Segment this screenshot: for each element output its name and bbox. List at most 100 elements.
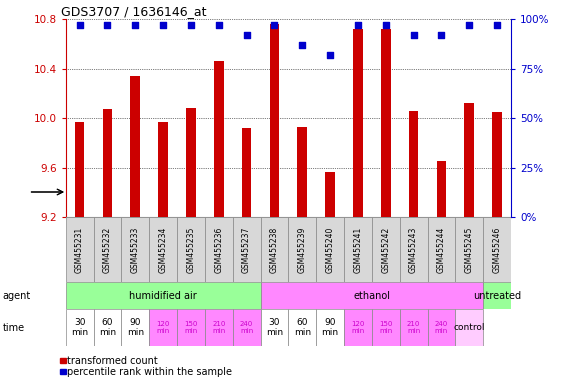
Bar (344, 309, 372, 346)
Point (131, 22, 140, 28)
Bar (75, 122, 85, 217)
Text: time: time (3, 323, 25, 333)
Bar (122, 309, 149, 346)
Text: GSM455239: GSM455239 (297, 227, 307, 273)
Bar (353, 29, 363, 217)
Bar (316, 217, 344, 282)
Bar (400, 309, 428, 346)
Text: 240
min: 240 min (435, 321, 448, 334)
Bar (288, 309, 316, 346)
Point (409, 32, 418, 38)
Bar (214, 61, 224, 217)
Text: GSM455237: GSM455237 (242, 227, 251, 273)
Text: 210
min: 210 min (407, 321, 420, 334)
Bar (288, 217, 316, 282)
Point (437, 32, 446, 38)
Text: 60
min: 60 min (293, 318, 311, 337)
Point (103, 22, 112, 28)
Bar (122, 217, 149, 282)
Bar (381, 29, 391, 217)
Bar (260, 282, 483, 309)
Bar (409, 111, 419, 217)
Text: 30
min: 30 min (71, 318, 88, 337)
Text: GSM455245: GSM455245 (465, 227, 474, 273)
Point (325, 52, 335, 58)
Text: 150
min: 150 min (184, 321, 198, 334)
Text: 90
min: 90 min (321, 318, 339, 337)
Text: GSM455232: GSM455232 (103, 227, 112, 273)
Text: GSM455235: GSM455235 (186, 227, 195, 273)
Bar (372, 217, 400, 282)
Bar (372, 309, 400, 346)
Text: 210
min: 210 min (212, 321, 226, 334)
Text: 60
min: 60 min (99, 318, 116, 337)
Text: GSM455246: GSM455246 (493, 227, 502, 273)
Text: GSM455244: GSM455244 (437, 227, 446, 273)
Point (242, 32, 251, 38)
Bar (177, 309, 205, 346)
Bar (483, 282, 511, 309)
Bar (205, 217, 233, 282)
Bar (158, 122, 168, 217)
Point (186, 22, 195, 28)
Bar (316, 309, 344, 346)
Text: GSM455242: GSM455242 (381, 227, 391, 273)
Point (75, 22, 84, 28)
Bar (483, 217, 511, 282)
Point (159, 22, 168, 28)
Point (353, 22, 363, 28)
Bar (456, 217, 483, 282)
Bar (149, 309, 177, 346)
Text: 30
min: 30 min (266, 318, 283, 337)
Text: 240
min: 240 min (240, 321, 253, 334)
Bar (94, 309, 122, 346)
Text: GSM455236: GSM455236 (214, 227, 223, 273)
Point (493, 22, 502, 28)
Text: GSM455234: GSM455234 (159, 227, 168, 273)
Bar (437, 161, 447, 217)
Text: GSM455238: GSM455238 (270, 227, 279, 273)
Bar (66, 309, 94, 346)
Bar (94, 217, 122, 282)
Point (465, 22, 474, 28)
Point (297, 42, 307, 48)
Bar (270, 24, 279, 217)
Bar (177, 217, 205, 282)
Text: 90
min: 90 min (127, 318, 144, 337)
Bar (456, 309, 483, 346)
Text: untreated: untreated (473, 291, 521, 301)
Text: 120
min: 120 min (156, 321, 170, 334)
Bar (233, 217, 260, 282)
Bar (242, 128, 251, 217)
Text: 120
min: 120 min (351, 321, 365, 334)
Bar (428, 217, 456, 282)
Text: GSM455233: GSM455233 (131, 227, 140, 273)
Text: control: control (453, 323, 485, 332)
Point (270, 22, 279, 28)
Point (381, 22, 391, 28)
Bar (66, 217, 94, 282)
Bar (149, 217, 177, 282)
Text: percentile rank within the sample: percentile rank within the sample (67, 367, 232, 377)
Text: GSM455241: GSM455241 (353, 227, 363, 273)
Text: 150
min: 150 min (379, 321, 392, 334)
Text: humidified air: humidified air (129, 291, 197, 301)
Bar (400, 217, 428, 282)
Text: transformed count: transformed count (67, 356, 158, 366)
Text: ethanol: ethanol (353, 291, 391, 301)
Bar (103, 109, 112, 217)
Bar (344, 217, 372, 282)
Bar (130, 76, 140, 217)
Text: GSM455240: GSM455240 (325, 227, 335, 273)
Bar (297, 127, 307, 217)
Bar (205, 309, 233, 346)
Text: GDS3707 / 1636146_at: GDS3707 / 1636146_at (61, 5, 207, 18)
Bar (186, 108, 196, 217)
Text: agent: agent (3, 291, 31, 301)
Point (214, 22, 223, 28)
Text: GSM455231: GSM455231 (75, 227, 84, 273)
Bar (464, 103, 474, 217)
Text: GSM455243: GSM455243 (409, 227, 418, 273)
Bar (233, 309, 260, 346)
Bar (66, 282, 260, 309)
